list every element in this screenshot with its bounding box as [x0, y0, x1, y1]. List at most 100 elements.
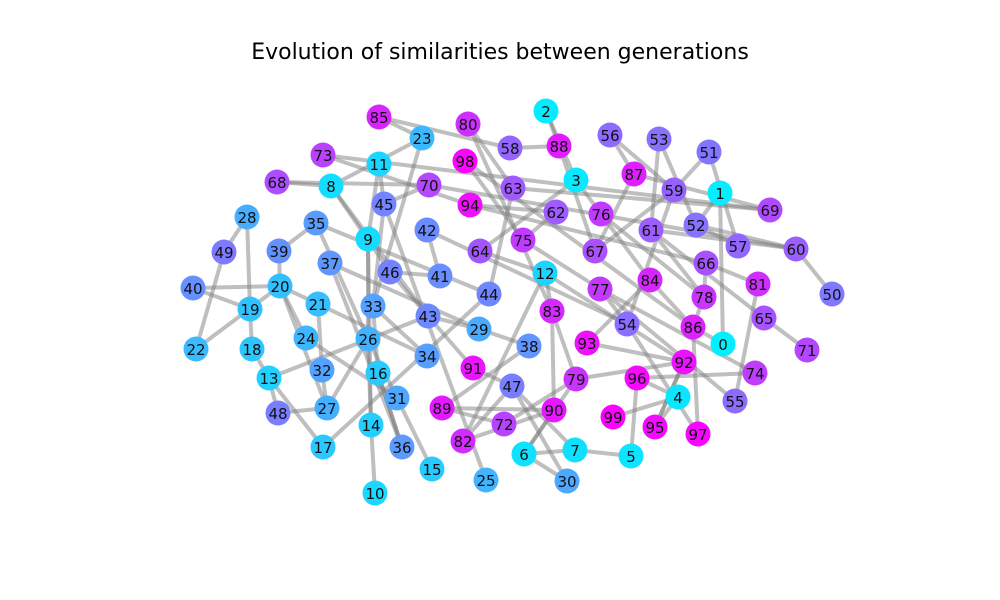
node-label: 74 — [745, 365, 764, 383]
node-57: 57 — [725, 233, 751, 259]
node-66: 66 — [693, 250, 719, 276]
node-44: 44 — [476, 281, 502, 307]
node-21: 21 — [305, 291, 331, 317]
node-label: 5 — [626, 448, 636, 466]
node-label: 92 — [674, 354, 693, 372]
node-7: 7 — [562, 437, 588, 463]
node-label: 44 — [479, 286, 498, 304]
node-label: 36 — [392, 439, 411, 457]
node-label: 12 — [535, 265, 554, 283]
node-label: 66 — [696, 255, 715, 273]
node-circle — [562, 437, 588, 463]
node-0: 0 — [710, 331, 736, 357]
node-label: 16 — [368, 365, 387, 383]
node-label: 47 — [502, 378, 521, 396]
node-label: 10 — [365, 485, 384, 503]
node-27: 27 — [314, 395, 340, 421]
node-68: 68 — [264, 169, 290, 195]
node-85: 85 — [366, 104, 392, 130]
node-42: 42 — [414, 217, 440, 243]
node-label: 61 — [641, 222, 660, 240]
edge-93-92 — [586, 341, 685, 364]
node-circle — [707, 180, 733, 206]
node-circle — [365, 360, 391, 386]
node-label: 32 — [312, 362, 331, 380]
node-99: 99 — [600, 404, 626, 430]
node-label: 8 — [326, 178, 336, 196]
node-circle — [317, 250, 343, 276]
node-label: 14 — [361, 417, 380, 435]
node-circle — [618, 443, 644, 469]
edge-45-33 — [371, 203, 386, 307]
node-circle — [267, 273, 293, 299]
node-13: 13 — [256, 365, 282, 391]
node-label: 90 — [544, 402, 563, 420]
node-61: 61 — [638, 217, 664, 243]
node-label: 91 — [463, 360, 482, 378]
node-circle — [414, 217, 440, 243]
node-label: 87 — [624, 166, 643, 184]
node-label: 64 — [470, 243, 489, 261]
node-58: 58 — [497, 135, 523, 161]
node-label: 28 — [237, 209, 256, 227]
node-69: 69 — [757, 197, 783, 223]
node-circle — [416, 172, 442, 198]
node-circle — [554, 468, 580, 494]
node-circle — [360, 293, 386, 319]
edge-27-26 — [325, 337, 370, 410]
node-circle — [783, 236, 809, 262]
node-circle — [303, 210, 329, 236]
node-55: 55 — [722, 388, 748, 414]
node-circle — [819, 281, 845, 307]
edge-94-62 — [469, 203, 557, 214]
node-94: 94 — [457, 192, 483, 218]
node-label: 48 — [268, 405, 287, 423]
node-71: 71 — [794, 337, 820, 363]
node-78: 78 — [691, 284, 717, 310]
node-circle — [563, 167, 589, 193]
edge-84-93 — [585, 278, 652, 345]
node-label: 51 — [699, 144, 718, 162]
node-75: 75 — [510, 227, 536, 253]
node-circle — [427, 263, 453, 289]
node-label: 85 — [369, 109, 388, 127]
node-circle — [293, 325, 319, 351]
node-label: 27 — [317, 400, 336, 418]
node-label: 82 — [453, 433, 472, 451]
node-circle — [597, 122, 623, 148]
node-53: 53 — [646, 126, 672, 152]
node-label: 77 — [590, 281, 609, 299]
node-28: 28 — [234, 204, 260, 230]
node-circle — [256, 365, 282, 391]
node-label: 19 — [240, 301, 259, 319]
node-circle — [355, 226, 381, 252]
node-circle — [366, 104, 392, 130]
node-29: 29 — [466, 316, 492, 342]
node-circle — [318, 173, 344, 199]
node-label: 26 — [358, 331, 377, 349]
node-51: 51 — [696, 139, 722, 165]
node-70: 70 — [416, 172, 442, 198]
node-label: 52 — [686, 217, 705, 235]
node-circle — [377, 259, 403, 285]
edge-63-44 — [487, 187, 515, 295]
edge-59-54 — [625, 189, 676, 325]
node-circle — [757, 197, 783, 223]
node-circle — [499, 373, 525, 399]
node-label: 21 — [308, 296, 327, 314]
node-label: 15 — [422, 461, 441, 479]
node-41: 41 — [427, 263, 453, 289]
node-label: 43 — [418, 308, 437, 326]
node-label: 17 — [313, 439, 332, 457]
node-label: 39 — [269, 243, 288, 261]
node-circle — [450, 428, 476, 454]
node-label: 6 — [519, 446, 529, 464]
node-circle — [742, 360, 768, 386]
node-circle — [725, 233, 751, 259]
node-circle — [696, 139, 722, 165]
chart-title: Evolution of similarities between genera… — [251, 40, 749, 65]
node-95: 95 — [642, 414, 668, 440]
node-circle — [384, 385, 410, 411]
node-label: 45 — [374, 196, 393, 214]
node-circle — [362, 480, 388, 506]
